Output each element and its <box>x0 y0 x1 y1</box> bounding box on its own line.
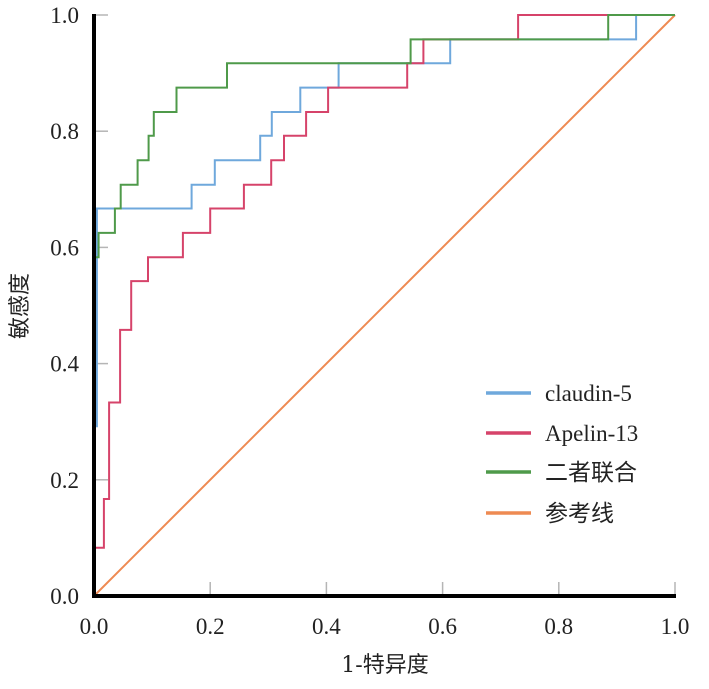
legend-item: Apelin-13 <box>486 421 638 446</box>
x-tick-label: 0.6 <box>428 614 457 639</box>
y-tick-label: 0.2 <box>50 468 79 493</box>
series-lines <box>93 14 676 597</box>
y-tick-label: 0.4 <box>50 352 79 377</box>
x-tick-label: 0.8 <box>544 614 573 639</box>
legend-label: 二者联合 <box>545 460 637 485</box>
y-tick-label: 0.6 <box>50 235 79 260</box>
x-tick-label: 0.0 <box>80 614 109 639</box>
y-tick-label: 0.8 <box>50 119 79 144</box>
y-tick-label: 1.0 <box>50 3 79 28</box>
y-tick-labels: 0.0 0.2 0.4 0.6 0.8 1.0 <box>50 3 79 609</box>
x-tick-label: 0.2 <box>196 614 225 639</box>
series-line-3 <box>93 14 676 597</box>
legend-label: Apelin-13 <box>545 421 638 446</box>
x-tick-label: 0.4 <box>312 614 341 639</box>
legend-item: 二者联合 <box>486 460 637 485</box>
x-tick-labels: 0.0 0.2 0.4 0.6 0.8 1.0 <box>80 614 690 639</box>
x-axis-title: 1-特异度 <box>341 653 428 678</box>
y-tick-label: 0.0 <box>50 584 79 609</box>
series-line-0 <box>93 14 675 596</box>
y-axis-title: 敏感度 <box>8 273 33 339</box>
legend-item: 参考线 <box>486 501 614 526</box>
legend-label: 参考线 <box>545 501 614 526</box>
legend-item: claudin-5 <box>486 381 632 406</box>
x-tick-label: 1.0 <box>661 614 690 639</box>
series-line-2 <box>93 14 675 596</box>
legend-label: claudin-5 <box>545 381 632 406</box>
series-line-1 <box>93 14 675 596</box>
